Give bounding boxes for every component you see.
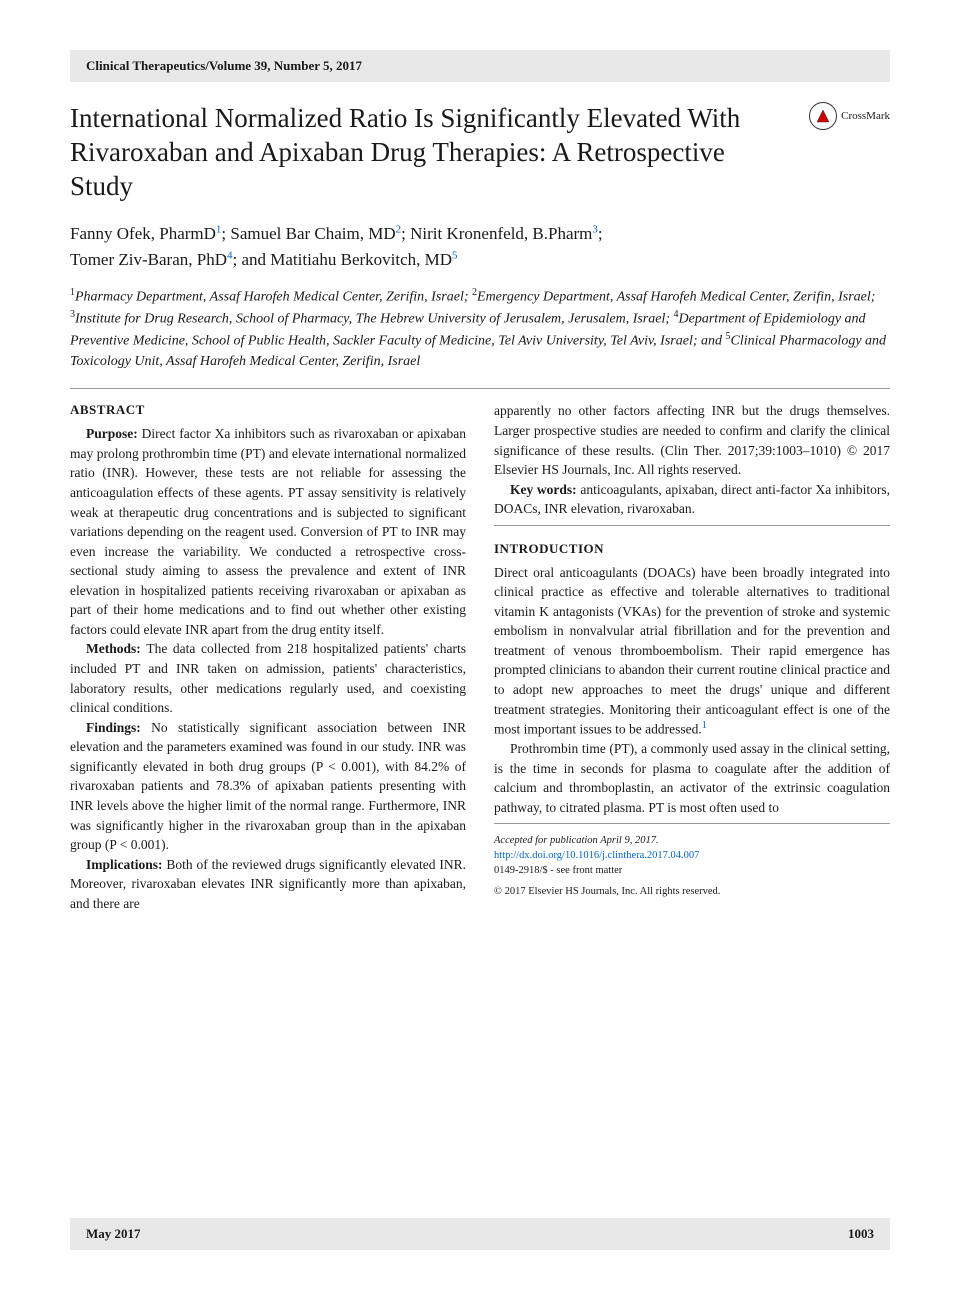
author-5-affil: 5 [452, 249, 458, 261]
footer-date: May 2017 [86, 1226, 141, 1242]
author-3: Nirit Kronenfeld, B.Pharm [410, 224, 592, 243]
two-column-body: ABSTRACT Purpose: Direct factor Xa inhib… [70, 401, 890, 913]
divider-top [70, 388, 890, 389]
author-sep-2: ; [401, 224, 410, 243]
doi-link[interactable]: http://dx.doi.org/10.1016/j.clinthera.20… [494, 849, 890, 864]
findings-text: No statistically significant association… [70, 720, 466, 852]
crossmark-label: CrossMark [841, 110, 890, 122]
author-sep-3: ; [598, 224, 603, 243]
implications-para: Implications: Both of the reviewed drugs… [70, 855, 466, 914]
findings-label: Findings: [86, 720, 151, 735]
journal-header-text: Clinical Therapeutics/Volume 39, Number … [86, 58, 362, 73]
affiliations-block: 1Pharmacy Department, Assaf Harofeh Medi… [70, 286, 890, 372]
article-title: International Normalized Ratio Is Signif… [70, 102, 809, 203]
intro-para-1: Direct oral anticoagulants (DOACs) have … [494, 563, 890, 740]
author-2: Samuel Bar Chaim, MD [230, 224, 395, 243]
purpose-text: Direct factor Xa inhibitors such as riva… [70, 426, 466, 637]
keywords-para: Key words: anticoagulants, apixaban, dir… [494, 480, 890, 519]
introduction-heading: INTRODUCTION [494, 540, 890, 559]
findings-para: Findings: No statistically significant a… [70, 718, 466, 855]
divider-mid [494, 525, 890, 526]
keywords-label: Key words: [510, 482, 580, 497]
purpose-para: Purpose: Direct factor Xa inhibitors suc… [70, 424, 466, 639]
title-row: International Normalized Ratio Is Signif… [70, 102, 890, 203]
divider-footnote [494, 823, 890, 824]
crossmark-badge[interactable]: CrossMark [809, 102, 890, 130]
issn-line: 0149-2918/$ - see front matter [494, 864, 890, 879]
journal-header-bar: Clinical Therapeutics/Volume 39, Number … [70, 50, 890, 82]
implications-label: Implications: [86, 857, 166, 872]
authors-block: Fanny Ofek, PharmD1; Samuel Bar Chaim, M… [70, 221, 890, 272]
left-column: ABSTRACT Purpose: Direct factor Xa inhib… [70, 401, 466, 913]
author-and: ; and [232, 250, 270, 269]
abstract-heading: ABSTRACT [70, 401, 466, 420]
right-column: apparently no other factors affecting IN… [494, 401, 890, 913]
methods-label: Methods: [86, 641, 146, 656]
footer-page-number: 1003 [848, 1226, 874, 1242]
author-1: Fanny Ofek, PharmD [70, 224, 216, 243]
reference-1[interactable]: 1 [702, 720, 707, 731]
author-5: Matitiahu Berkovitch, MD [270, 250, 452, 269]
intro-para-2: Prothrombin time (PT), a commonly used a… [494, 739, 890, 817]
footer-bar: May 2017 1003 [70, 1218, 890, 1250]
affil-3: Institute for Drug Research, School of P… [75, 312, 674, 327]
crossmark-icon [809, 102, 837, 130]
implications-cont: apparently no other factors affecting IN… [494, 401, 890, 479]
author-4: Tomer Ziv-Baran, PhD [70, 250, 227, 269]
copyright-line: © 2017 Elsevier HS Journals, Inc. All ri… [494, 885, 890, 900]
affil-2: Emergency Department, Assaf Harofeh Medi… [477, 290, 875, 305]
intro-p1-text: Direct oral anticoagulants (DOACs) have … [494, 565, 890, 737]
methods-para: Methods: The data collected from 218 hos… [70, 639, 466, 717]
accepted-date: Accepted for publication April 9, 2017. [494, 834, 890, 849]
footnote-block: Accepted for publication April 9, 2017. … [494, 834, 890, 899]
affil-1: Pharmacy Department, Assaf Harofeh Medic… [75, 290, 472, 305]
purpose-label: Purpose: [86, 426, 142, 441]
